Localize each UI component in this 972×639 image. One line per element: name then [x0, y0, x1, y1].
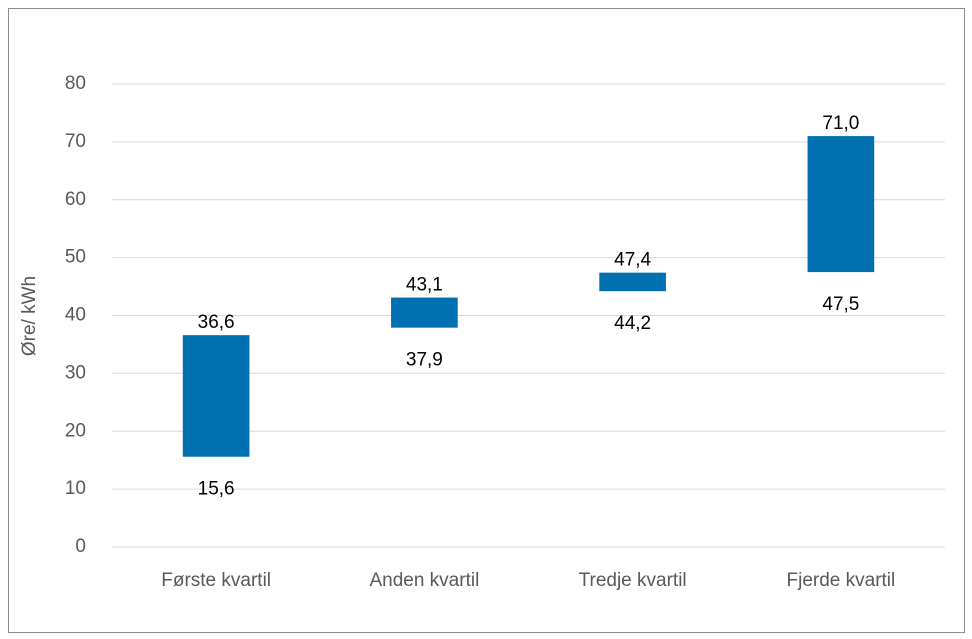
low-label: 37,9	[406, 350, 443, 371]
bar	[807, 136, 875, 273]
low-label: 15,6	[198, 479, 235, 500]
y-axis-title: Øre/ kWh	[19, 276, 40, 356]
high-label: 71,0	[822, 113, 859, 134]
low-label: 47,5	[822, 294, 859, 315]
y-tick-label: 20	[65, 420, 86, 441]
y-tick-label: 10	[65, 478, 86, 499]
y-tick-label: 50	[65, 247, 86, 268]
chart-border	[8, 8, 965, 633]
y-tick-label: 80	[65, 73, 86, 94]
high-label: 47,4	[614, 250, 651, 271]
high-label: 43,1	[406, 275, 443, 296]
high-label: 36,6	[198, 312, 235, 333]
y-tick-label: 60	[65, 189, 86, 210]
y-tick-label: 0	[75, 536, 86, 557]
bar	[391, 297, 458, 328]
y-tick-label: 70	[65, 131, 86, 152]
x-tick-label: Første kvartil	[161, 570, 271, 591]
bar	[182, 335, 250, 457]
bar	[599, 272, 666, 292]
y-tick-label: 40	[65, 305, 86, 326]
x-tick-label: Anden kvartil	[369, 570, 479, 591]
x-tick-label: Fjerde kvartil	[787, 570, 896, 591]
x-tick-label: Tredje kvartil	[579, 570, 687, 591]
low-label: 44,2	[614, 313, 651, 334]
y-tick-label: 30	[65, 362, 86, 383]
